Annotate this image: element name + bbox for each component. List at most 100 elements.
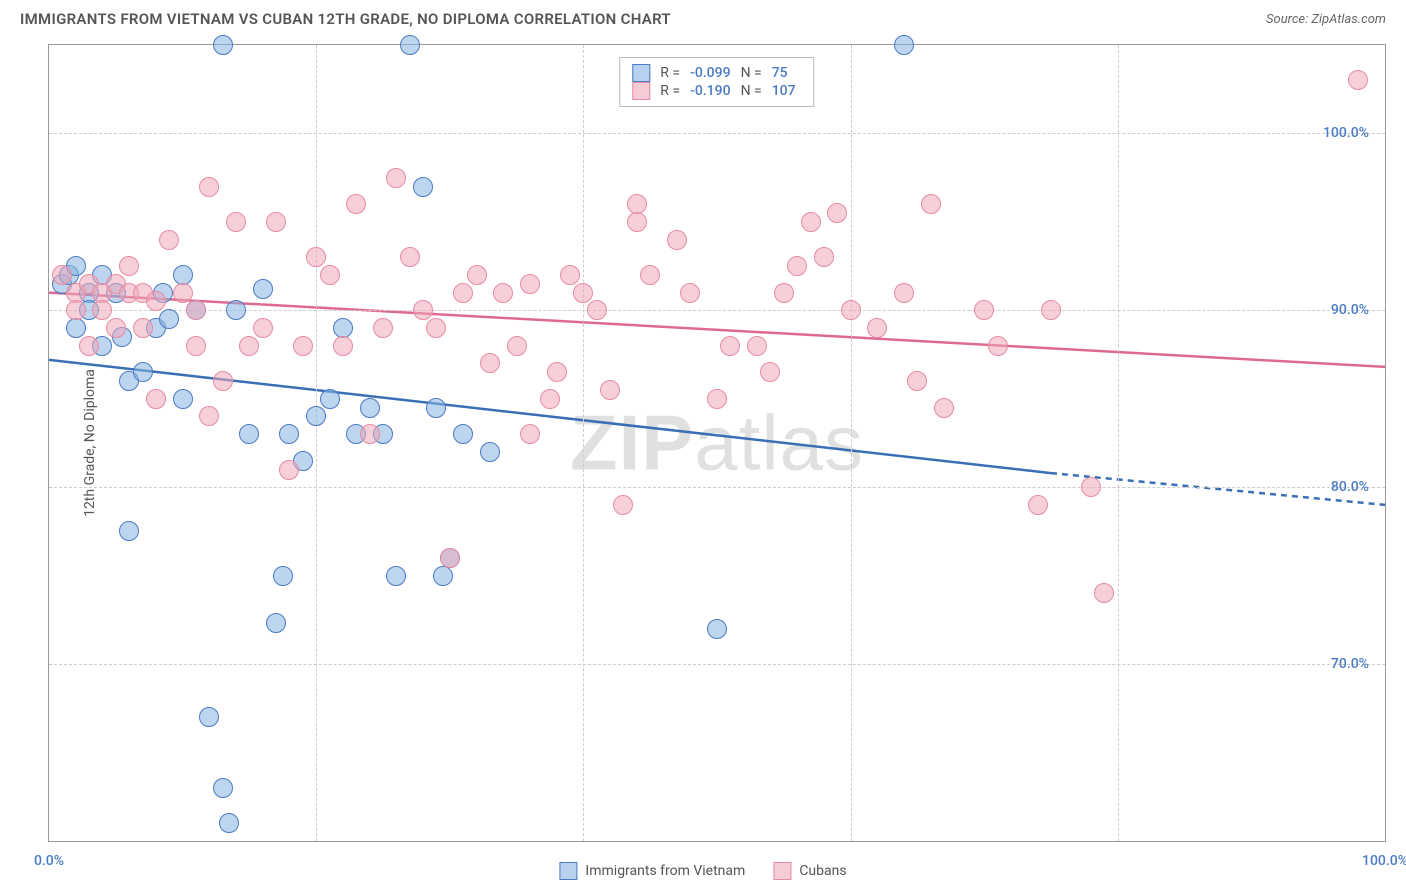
bottom-legend-item-1: Immigrants from Vietnam [559,862,745,880]
scatter-point [159,230,179,250]
scatter-point [627,194,647,214]
scatter-point [66,300,86,320]
scatter-point [787,256,807,276]
xgridline [316,45,317,841]
scatter-point [907,371,927,391]
scatter-point [186,300,206,320]
scatter-point [1348,70,1368,90]
stats-row-1: R = -0.099 N = 75 [632,64,801,82]
ytick-label: 90.0% [1331,302,1369,318]
legend-swatch-blue-2 [559,862,577,880]
scatter-point [613,495,633,515]
scatter-point [226,300,246,320]
scatter-point [560,265,580,285]
legend-swatch-pink [632,82,650,100]
ytick-label: 100.0% [1323,125,1369,141]
scatter-point [894,35,914,55]
scatter-point [400,35,420,55]
y-axis-label: 12th Grade, No Diploma [82,369,98,517]
scatter-point [373,318,393,338]
gridline [49,664,1385,665]
scatter-point [1028,495,1048,515]
scatter-point [426,398,446,418]
xtick-label: 100.0% [1362,853,1406,869]
scatter-point [988,336,1008,356]
scatter-point [493,283,513,303]
scatter-point [106,318,126,338]
gridline [49,487,1385,488]
gridline [49,133,1385,134]
scatter-point [520,274,540,294]
scatter-point [1081,477,1101,497]
scatter-point [66,318,86,338]
scatter-point [760,362,780,382]
scatter-point [306,247,326,267]
scatter-point [413,300,433,320]
legend-swatch-blue [632,64,650,82]
scatter-point [1094,583,1114,603]
scatter-point [219,813,239,833]
scatter-point [52,265,72,285]
scatter-point [400,247,420,267]
scatter-point [239,424,259,444]
scatter-point [266,212,286,232]
scatter-point [600,380,620,400]
scatter-point [747,336,767,356]
ytick-label: 80.0% [1331,479,1369,495]
scatter-point [587,300,607,320]
watermark: ZIPatlas [570,398,864,489]
scatter-point [173,389,193,409]
scatter-point [186,336,206,356]
scatter-point [293,336,313,356]
scatter-point [720,336,740,356]
bottom-legend: Immigrants from Vietnam Cubans [559,862,846,880]
scatter-point [814,247,834,267]
scatter-point [239,336,259,356]
scatter-point [266,613,286,633]
legend-swatch-pink-2 [773,862,791,880]
scatter-point [320,389,340,409]
xgridline [851,45,852,841]
n-label: N = [741,65,762,81]
scatter-point [547,362,567,382]
scatter-point [386,566,406,586]
scatter-point [79,336,99,356]
n-value-1: 75 [772,65,802,81]
scatter-point [213,778,233,798]
scatter-point [801,212,821,232]
source-label: Source: ZipAtlas.com [1266,12,1386,27]
scatter-point [667,230,687,250]
scatter-point [921,194,941,214]
chart-area: ZIPatlas R = -0.099 N = 75 R = -0.190 N … [48,44,1386,842]
n-value-2: 107 [772,83,802,99]
scatter-point [627,212,647,232]
scatter-point [253,318,273,338]
scatter-point [213,371,233,391]
scatter-point [426,318,446,338]
scatter-point [433,566,453,586]
scatter-point [640,265,660,285]
scatter-point [1041,300,1061,320]
scatter-point [213,35,233,55]
scatter-point [279,424,299,444]
scatter-point [453,424,473,444]
series2-name: Cubans [799,863,846,879]
scatter-point [520,424,540,444]
r-value-1: -0.099 [690,65,730,81]
ytick-label: 70.0% [1331,656,1369,672]
scatter-point [306,406,326,426]
stats-legend: R = -0.099 N = 75 R = -0.190 N = 107 [619,57,814,107]
scatter-point [119,521,139,541]
scatter-point [774,283,794,303]
scatter-point [440,548,460,568]
scatter-point [573,283,593,303]
scatter-point [346,194,366,214]
scatter-point [867,318,887,338]
xgridline [583,45,584,841]
r-label-2: R = [660,83,680,99]
scatter-point [707,619,727,639]
scatter-point [507,336,527,356]
scatter-point [253,279,273,299]
scatter-point [467,265,487,285]
n-label-2: N = [741,83,762,99]
